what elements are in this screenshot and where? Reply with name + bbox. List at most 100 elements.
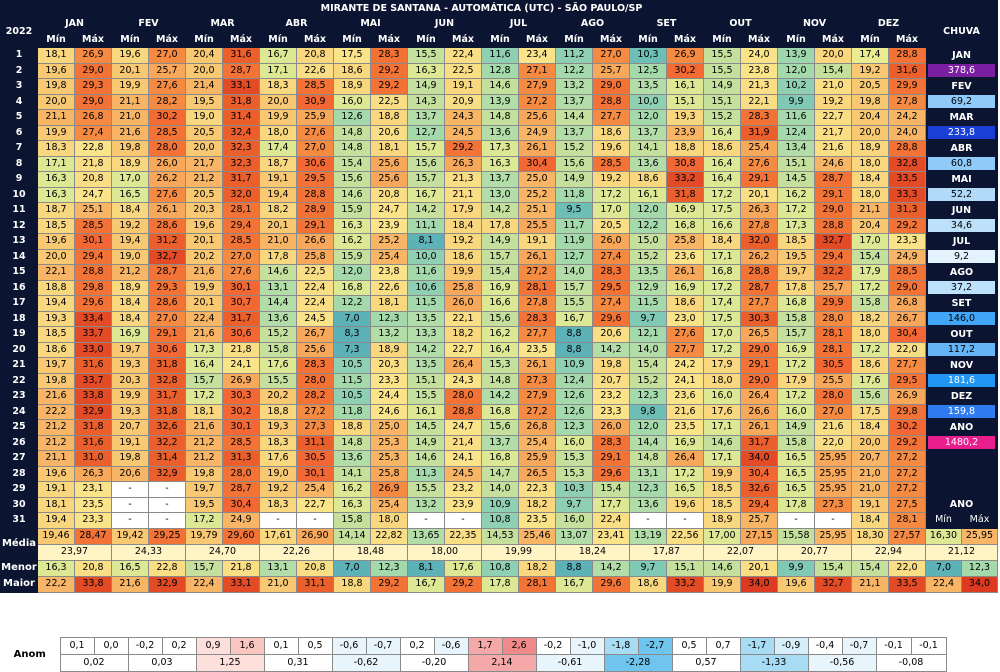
max-header: Máx <box>296 31 334 48</box>
min-temp-cell: 18,0 <box>703 372 741 389</box>
rain-text: JUL <box>928 234 995 248</box>
day-number: 1 <box>0 47 38 64</box>
max-temp-cell: 27,6 <box>148 186 186 203</box>
min-temp-cell: 21,1 <box>37 109 75 126</box>
min-header: Mín <box>703 31 741 48</box>
max-temp-cell: 22,4 <box>296 295 334 312</box>
maior-cell: 19,6 <box>777 575 815 593</box>
day-row: 22 19,8 33,7 20,3 32,8 15,7 26,9 15,5 28,0 11,5 23… <box>0 372 998 389</box>
media-average-cell: 24,33 <box>111 543 186 561</box>
min-temp-cell: 13,6 <box>629 496 667 513</box>
max-header: Máx <box>518 31 556 48</box>
max-temp-cell: - <box>666 512 704 529</box>
max-temp-cell: 28,9 <box>296 202 334 219</box>
media-average-cell: 22,94 <box>851 543 926 561</box>
max-temp-cell: 31,7 <box>740 434 778 451</box>
min-temp-cell: 20,0 <box>185 140 223 157</box>
max-temp-cell: 29,1 <box>148 326 186 343</box>
max-header: Máx <box>666 31 704 48</box>
min-temp-cell: 14,2 <box>407 202 445 219</box>
min-temp-cell: 9,7 <box>555 496 593 513</box>
max-temp-cell: 29,2 <box>370 78 408 95</box>
max-temp-cell: 19,8 <box>592 357 630 374</box>
rain-text: 1480,2 <box>928 436 995 450</box>
min-temp-cell: 10,5 <box>333 357 371 374</box>
media-cell: 29,25 <box>148 527 186 545</box>
max-temp-cell: 33,7 <box>74 326 112 343</box>
max-temp-cell: 29,0 <box>740 341 778 358</box>
min-temp-cell: 19,3 <box>111 403 149 420</box>
max-temp-cell: 26,9 <box>888 388 926 405</box>
anomaly-cell: -0,7 <box>365 637 401 655</box>
min-temp-cell: 18,1 <box>37 496 75 513</box>
day-number: 26 <box>0 434 38 451</box>
day-number: 11 <box>0 202 38 219</box>
media-average-cell: 21,12 <box>925 543 998 561</box>
min-temp-cell: 19,6 <box>111 47 149 64</box>
day-number: 4 <box>0 93 38 110</box>
rain-text: NOV <box>928 358 995 372</box>
max-temp-cell: 32,2 <box>148 434 186 451</box>
min-temp-cell: 8,1 <box>407 233 445 250</box>
max-temp-cell: 23,5 <box>666 419 704 436</box>
min-temp-cell: 17,4 <box>851 47 889 64</box>
min-temp-cell: 19,4 <box>37 512 75 529</box>
max-temp-cell: 33,4 <box>74 310 112 327</box>
max-temp-cell: 28,2 <box>296 388 334 405</box>
max-temp-cell: 28,1 <box>222 202 260 219</box>
min-temp-cell: 19,8 <box>851 93 889 110</box>
max-temp-cell: 30,1 <box>222 279 260 296</box>
min-temp-cell: 9,8 <box>629 403 667 420</box>
min-header: Mín <box>629 31 667 48</box>
max-temp-cell: 19,2 <box>444 233 482 250</box>
max-temp-cell: - <box>148 512 186 529</box>
max-temp-cell: 19,2 <box>592 171 630 188</box>
max-temp-cell: 30,7 <box>222 295 260 312</box>
min-temp-cell: 17,3 <box>481 140 519 157</box>
min-temp-cell: 19,5 <box>777 248 815 265</box>
max-temp-cell: 20,0 <box>814 47 852 64</box>
max-temp-cell: 23,3 <box>74 512 112 529</box>
min-temp-cell: 16,2 <box>333 233 371 250</box>
rain-text: 52,2 <box>928 188 995 202</box>
menor-cell: 18,2 <box>518 559 556 577</box>
min-temp-cell: 20,3 <box>185 202 223 219</box>
min-temp-cell: 18,6 <box>851 357 889 374</box>
max-temp-cell: 33,8 <box>74 388 112 405</box>
max-temp-cell: 26,2 <box>740 248 778 265</box>
min-header: Mín <box>407 31 445 48</box>
max-temp-cell: 17,2 <box>592 186 630 203</box>
max-temp-cell: 28,5 <box>222 233 260 250</box>
min-temp-cell: 14,0 <box>555 264 593 281</box>
max-temp-cell: 25,2 <box>518 186 556 203</box>
min-temp-cell: 19,8 <box>111 450 149 467</box>
min-temp-cell: 16,8 <box>481 403 519 420</box>
rain-text: 9,2 <box>928 250 995 264</box>
min-temp-cell: 16,9 <box>481 279 519 296</box>
min-temp-cell: 17,2 <box>185 512 223 529</box>
min-temp-cell: 11,1 <box>407 217 445 234</box>
maior-cell: 33,1 <box>222 575 260 593</box>
min-temp-cell: 17,1 <box>37 155 75 172</box>
min-temp-cell: 13,5 <box>629 78 667 95</box>
max-temp-cell: 26,0 <box>592 233 630 250</box>
maior-cell: 17,8 <box>481 575 519 593</box>
max-temp-cell: 31,0 <box>74 450 112 467</box>
max-temp-cell: 27,2 <box>888 465 926 482</box>
min-temp-cell: 18,0 <box>851 186 889 203</box>
max-temp-cell: 29,6 <box>592 465 630 482</box>
min-temp-cell: 16,4 <box>481 341 519 358</box>
maior-cell: 22,4 <box>925 575 962 593</box>
max-temp-cell: 27,6 <box>666 326 704 343</box>
media-cell: 29,60 <box>222 527 260 545</box>
menor-cell: 15,7 <box>185 559 223 577</box>
min-temp-cell: 14,1 <box>629 140 667 157</box>
anomaly-cell: -0,2 <box>127 637 163 655</box>
media-cell: 22,56 <box>666 527 704 545</box>
max-temp-cell: 31,7 <box>148 388 186 405</box>
min-temp-cell: 11,6 <box>407 264 445 281</box>
min-temp-cell: 11,3 <box>407 465 445 482</box>
max-header: Máx <box>370 31 408 48</box>
max-temp-cell: 30,3 <box>222 388 260 405</box>
min-temp-cell: 20,7 <box>111 419 149 436</box>
